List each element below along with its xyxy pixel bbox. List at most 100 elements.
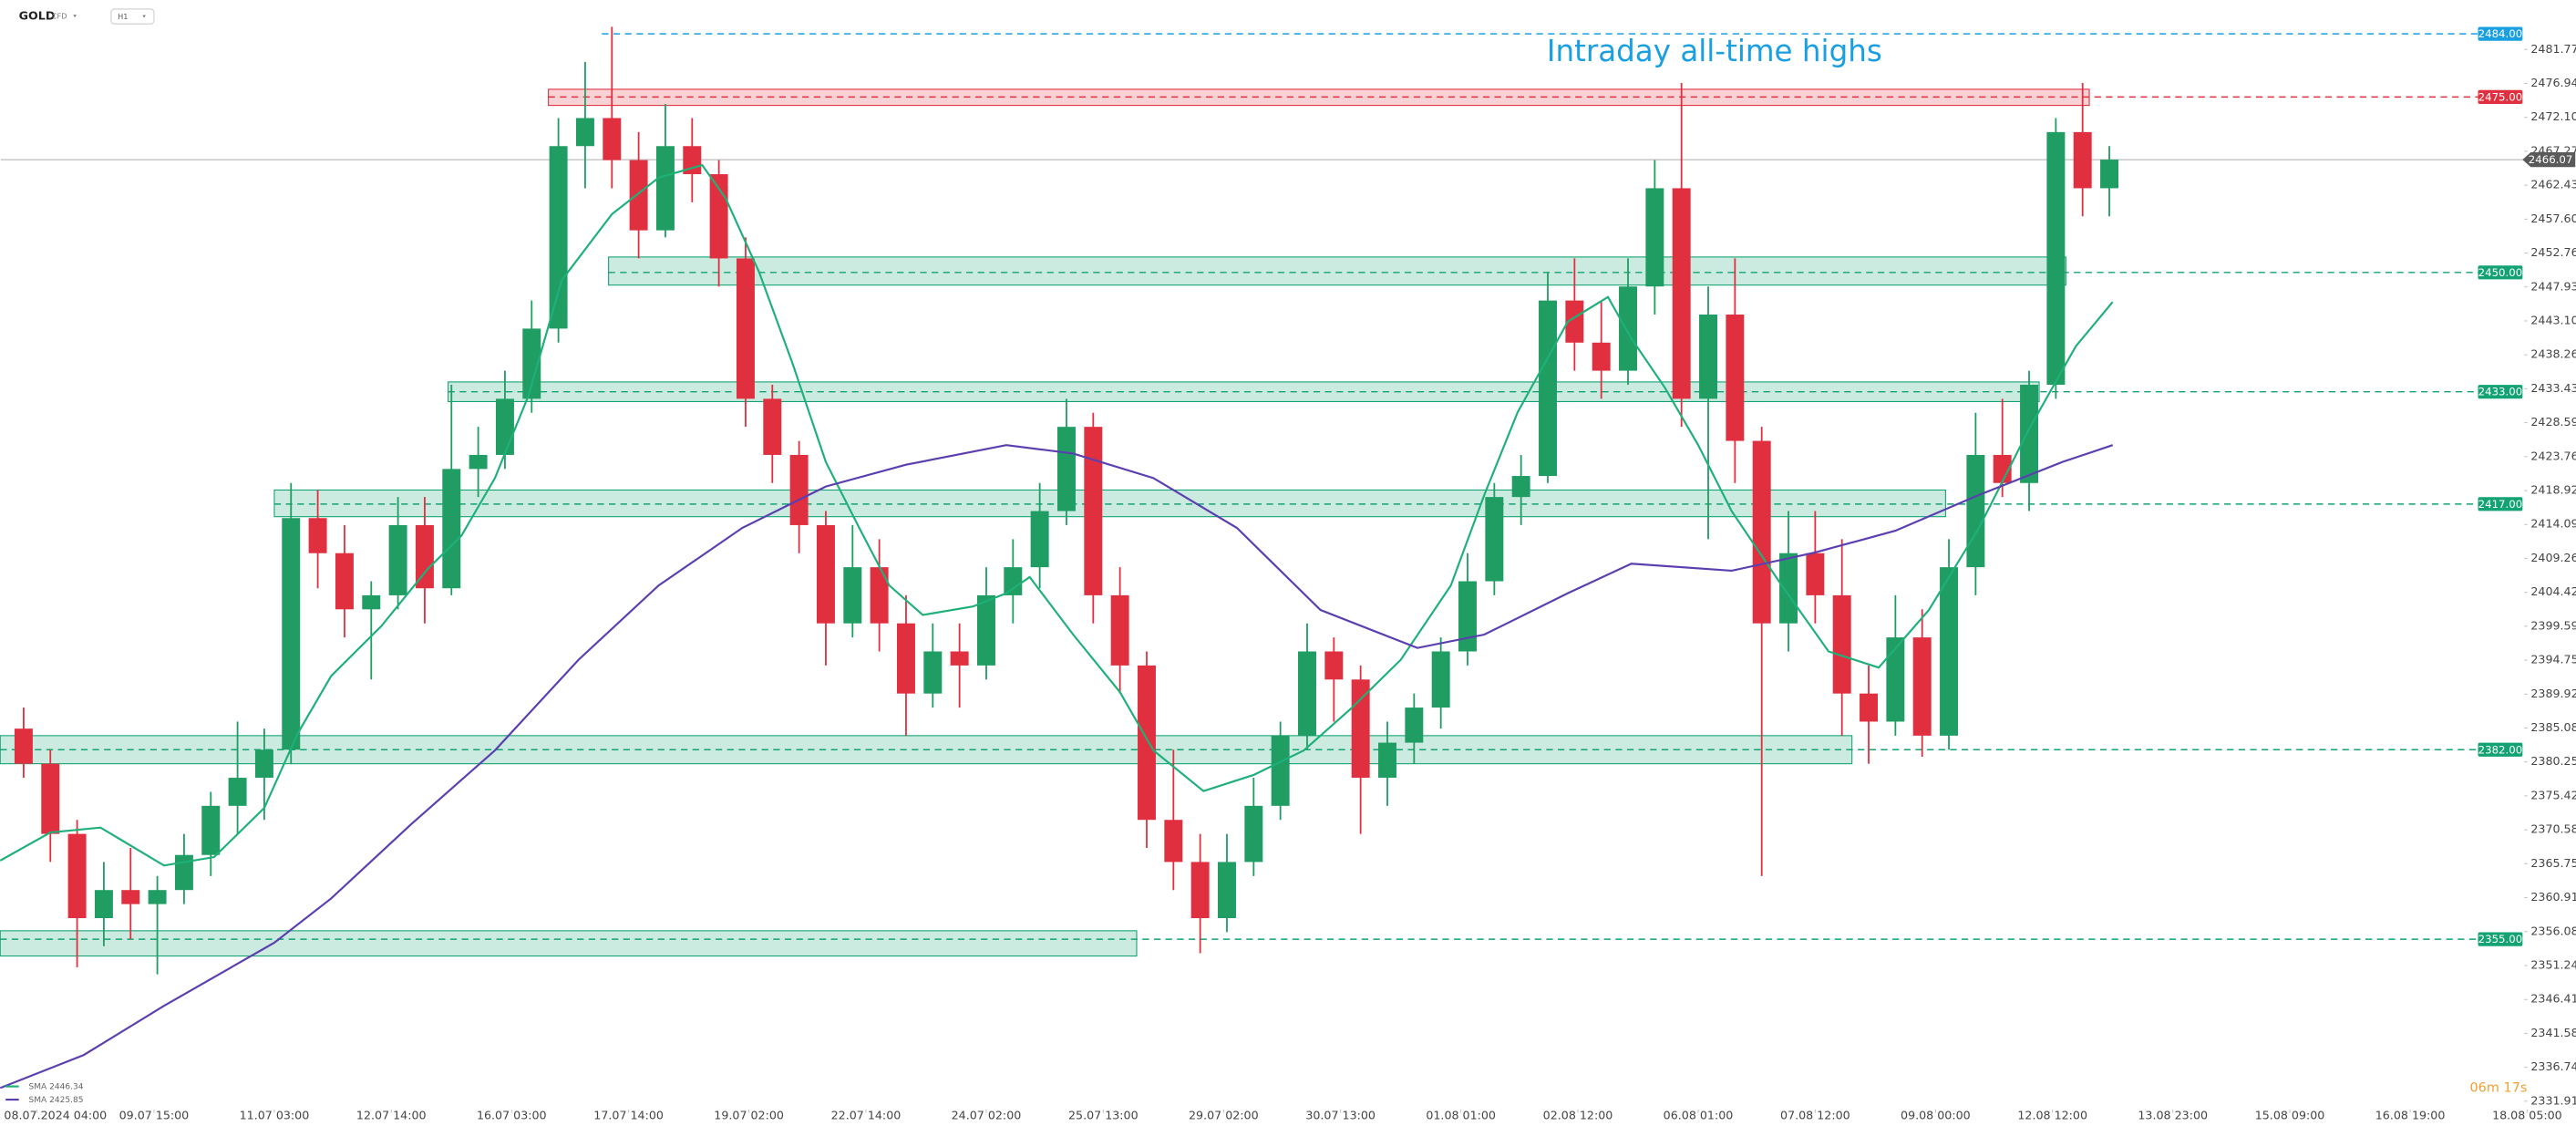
- candle-body: [522, 328, 541, 399]
- level-badge: [2478, 89, 2523, 104]
- dropdown-arrow[interactable]: [142, 15, 146, 18]
- candle-body: [603, 118, 622, 160]
- sma-line: [0, 163, 2114, 867]
- candle-body: [335, 553, 354, 610]
- y-tick-label: 2370.58: [2530, 822, 2576, 836]
- timeframe[interactable]: H1: [118, 12, 128, 21]
- candle-body: [549, 146, 568, 329]
- y-tick-label: 2394.75: [2530, 653, 2576, 666]
- candle-body: [1752, 440, 1771, 624]
- candle-body: [94, 890, 113, 919]
- x-tick-label: 09.07 15:00: [119, 1109, 190, 1122]
- candle-body: [1511, 476, 1530, 498]
- zone: [0, 930, 1138, 957]
- candle-body: [1271, 735, 1290, 806]
- x-tick-label: 11.07 03:00: [240, 1109, 310, 1122]
- candle-body: [736, 258, 755, 399]
- annotation: Intraday all-time highs: [1547, 34, 1882, 68]
- x-tick-label: 29.07 02:00: [1189, 1109, 1259, 1122]
- candle-body: [1458, 581, 1477, 652]
- candle-body: [1190, 862, 1210, 919]
- candle-body: [1565, 300, 1584, 343]
- candle-body: [1244, 805, 1263, 863]
- symbol[interactable]: GOLD: [19, 9, 56, 23]
- candle-body: [67, 833, 87, 919]
- legend-value: 2446.34: [49, 1082, 84, 1091]
- candle-body: [388, 524, 407, 595]
- y-tick-label: 2336.74: [2530, 1059, 2576, 1073]
- y-tick-label: 2346.41: [2530, 992, 2576, 1006]
- x-tick-label: 19.07 02:00: [714, 1109, 784, 1122]
- candle-body: [709, 174, 728, 259]
- y-tick-label: 2385.08: [2530, 720, 2576, 734]
- level-badge: [2478, 497, 2523, 511]
- candle-body: [2046, 131, 2066, 385]
- x-tick-label: 16.07 03:00: [477, 1109, 547, 1122]
- candle-body: [41, 763, 60, 834]
- candle-body: [201, 805, 221, 855]
- x-tick-label: 12.07 14:00: [356, 1109, 427, 1122]
- x-tick-label: 15.08 09:00: [2255, 1109, 2325, 1122]
- y-tick-label: 2356.08: [2530, 924, 2576, 937]
- y-tick-label: 2457.60: [2530, 212, 2576, 225]
- x-tick-label: 16.08 19:00: [2375, 1109, 2446, 1122]
- candle-body: [1940, 567, 1959, 736]
- y-tick-label: 2351.24: [2530, 958, 2576, 972]
- instrument: CFD: [52, 12, 67, 21]
- y-tick-label: 2409.26: [2530, 551, 2576, 564]
- level-label: 2382.00: [2478, 743, 2523, 756]
- candle-body: [1860, 693, 1879, 722]
- level-badge: [2478, 932, 2523, 946]
- candle-body: [1218, 862, 1236, 919]
- level-badge: [2478, 26, 2523, 41]
- x-tick-label: 24.07 02:00: [952, 1109, 1022, 1122]
- y-tick-label: 2443.10: [2530, 313, 2576, 326]
- candle-body: [1084, 427, 1103, 595]
- timeframe-selector[interactable]: [110, 8, 155, 25]
- candle-body: [1806, 553, 1825, 595]
- candle-body: [1645, 188, 1664, 287]
- level-badge: [2478, 385, 2523, 399]
- candle-body: [1592, 342, 1611, 371]
- candle-body: [1378, 742, 1396, 779]
- candle-body: [1832, 594, 1851, 694]
- candle-body: [1138, 665, 1156, 821]
- level-label: 2417.00: [2478, 498, 2523, 511]
- header: GOLD CFD H1: [19, 8, 155, 25]
- x-tick-label: 22.07 14:00: [831, 1109, 902, 1122]
- candle-body: [1619, 286, 1637, 371]
- candle-body: [843, 567, 862, 624]
- last-price-label: 2466.07: [2529, 153, 2573, 166]
- candle-body: [495, 398, 514, 455]
- level-badge: [2478, 265, 2523, 280]
- legend-value: 2425.85: [49, 1096, 83, 1105]
- y-tick-label: 2414.09: [2530, 517, 2576, 531]
- candle-body: [469, 454, 488, 470]
- candle-body: [442, 469, 461, 589]
- legend-entry: SMA 2446.34: [29, 1082, 84, 1091]
- x-tick-label: 17.07 14:00: [593, 1109, 664, 1122]
- y-tick-label: 2447.93: [2530, 279, 2576, 293]
- legend-name: SMA: [29, 1096, 48, 1105]
- x-tick-label: 01.08 01:00: [1426, 1109, 1496, 1122]
- dropdown-arrow[interactable]: [73, 15, 77, 18]
- candle-body: [763, 398, 782, 455]
- candle-body: [923, 651, 943, 694]
- candle-body: [1672, 188, 1691, 399]
- plot: [0, 26, 2576, 1090]
- candle-body: [2073, 131, 2092, 189]
- y-tick-label: 2375.42: [2530, 788, 2576, 801]
- candle-body: [1057, 427, 1076, 511]
- candle-body: [896, 623, 915, 694]
- y-tick-label: 2389.92: [2530, 687, 2576, 700]
- y-tick-label: 2476.94: [2530, 76, 2576, 89]
- y-tick-label: 2452.76: [2530, 245, 2576, 259]
- x-tick-label: 09.08 00:00: [1901, 1109, 1971, 1122]
- candle-body: [1993, 454, 2012, 483]
- y-tick-label: 2341.58: [2530, 1026, 2576, 1039]
- candle-body: [308, 518, 327, 553]
- level-label: 2484.00: [2478, 27, 2523, 40]
- candle-body: [870, 567, 889, 624]
- candle-body: [14, 728, 33, 764]
- y-tick-label: 2438.26: [2530, 347, 2576, 361]
